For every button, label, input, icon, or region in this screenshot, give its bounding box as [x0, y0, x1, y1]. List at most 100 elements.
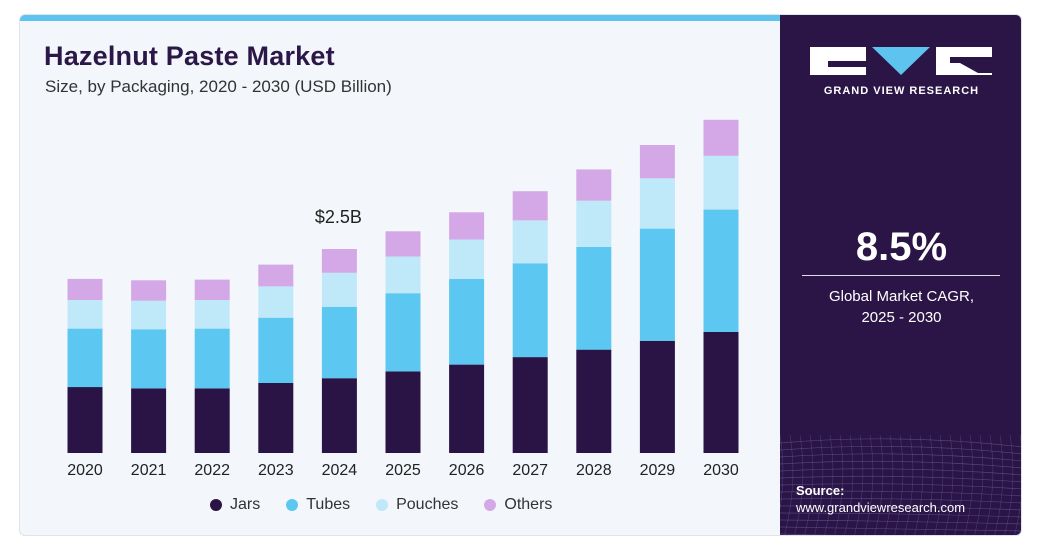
bar-segment-tubes-2030 [703, 209, 739, 332]
bar-segment-pouches-2027 [512, 220, 548, 264]
chart-subtitle: Size, by Packaging, 2020 - 2030 (USD Bil… [45, 77, 392, 96]
bar-segment-others-2023 [258, 264, 294, 287]
bar-segment-jars-2027 [512, 357, 548, 453]
bar-segment-others-2027 [512, 191, 548, 221]
source-url[interactable]: www.grandviewresearch.com [796, 500, 966, 515]
mesh-line [780, 490, 1021, 497]
bar-segment-jars-2026 [449, 364, 485, 453]
bar-segment-jars-2021 [131, 388, 167, 453]
bar-segment-others-2030 [703, 119, 739, 156]
bar-segment-pouches-2029 [639, 178, 675, 229]
bar-segment-others-2021 [131, 280, 167, 301]
mesh-line [974, 435, 984, 535]
mesh-line [794, 435, 804, 535]
mesh-line [854, 435, 864, 535]
legend-swatch [376, 499, 389, 511]
bar-segment-pouches-2028 [576, 200, 612, 247]
bar-segment-jars-2029 [639, 340, 675, 453]
cagr-label: Global Market CAGR, [828, 288, 975, 305]
bar-segment-others-2026 [449, 212, 485, 240]
bar-segment-tubes-2029 [639, 228, 675, 341]
mesh-line [780, 512, 1021, 518]
chart-legend: Jars Tubes Pouches Others [210, 496, 552, 514]
legend-item-pouches: Pouches [376, 496, 458, 514]
mesh-line [914, 435, 924, 535]
mesh-line [954, 435, 964, 535]
accent-bar [20, 15, 780, 21]
chart-panel: Hazelnut Paste Market Size, by Packaging… [20, 15, 780, 535]
bar-segment-tubes-2020 [67, 328, 103, 388]
mesh-line [780, 519, 1021, 525]
mesh-line [874, 435, 884, 535]
legend-swatch [484, 499, 497, 511]
mesh-line [780, 498, 1021, 504]
mesh-line [780, 468, 1021, 476]
data-label-annotation: $2.5B [315, 207, 362, 227]
x-tick-label: 2022 [194, 462, 230, 479]
bar-segment-pouches-2025 [385, 256, 421, 294]
mesh-line [780, 453, 1021, 462]
bar-segment-others-2025 [385, 231, 421, 257]
mesh-line [964, 435, 974, 535]
mesh-line [834, 435, 844, 535]
mesh-line [884, 435, 894, 535]
bar-segment-pouches-2026 [449, 239, 485, 279]
bar-segment-jars-2028 [576, 349, 612, 453]
bar-segment-tubes-2024 [321, 306, 357, 379]
cagr-description: Global Market CAGR, 2025 - 2030 [780, 286, 1021, 328]
bar-segment-jars-2020 [67, 387, 103, 453]
brand-name: GRAND VIEW RESEARCH [823, 85, 980, 97]
bar-segment-others-2028 [576, 169, 612, 201]
mesh-line [780, 505, 1021, 511]
mesh-line [944, 435, 954, 535]
bar-segment-jars-2024 [321, 378, 357, 453]
bar-segment-tubes-2027 [512, 263, 548, 358]
mesh-line [780, 533, 840, 535]
source-block: Source: www.grandviewresearch.com [796, 482, 965, 516]
bar-segment-tubes-2028 [576, 247, 612, 350]
x-tick-label: 2025 [385, 462, 421, 479]
bar-segment-pouches-2023 [258, 286, 294, 318]
mesh-line [1014, 435, 1021, 535]
mesh-line [984, 435, 994, 535]
mesh-line [894, 435, 904, 535]
legend-label: Others [504, 496, 553, 513]
bar-segment-others-2024 [321, 249, 357, 273]
source-label: Source: [796, 483, 845, 498]
mesh-line [780, 483, 1021, 490]
bar-segment-tubes-2021 [131, 329, 167, 389]
mesh-line [780, 445, 1021, 455]
mesh-line [780, 460, 1021, 469]
legend-item-tubes: Tubes [286, 496, 350, 514]
grand-view-research-logo [810, 47, 992, 75]
stacked-bar-chart: 2020 2021 2022 2023 2024 $2.5B 2025 2026 2027 202… [67, 119, 739, 479]
mesh-line [904, 435, 914, 535]
x-tick-label: 2023 [258, 462, 294, 479]
legend-item-others: Others [484, 496, 552, 514]
divider [802, 275, 1000, 276]
legend-label: Pouches [396, 496, 459, 513]
mesh-line [1004, 435, 1014, 535]
mesh-line [934, 435, 944, 535]
legend-swatch [210, 499, 222, 511]
legend-item-jars: Jars [210, 496, 260, 514]
bar-segment-pouches-2022 [194, 300, 230, 329]
bar-segment-others-2020 [67, 278, 103, 300]
cagr-value: 8.5% [855, 225, 948, 269]
x-tick-label: 2026 [449, 462, 485, 479]
bar-segment-jars-2022 [194, 388, 230, 453]
legend-label: Jars [230, 496, 261, 513]
legend-label: Tubes [306, 496, 351, 513]
mesh-line [994, 435, 1004, 535]
bar-segment-tubes-2026 [449, 278, 485, 365]
chart-card: Hazelnut Paste Market Size, by Packaging… [19, 14, 1022, 536]
mesh-line [804, 435, 814, 535]
bar-segment-pouches-2030 [703, 155, 739, 210]
mesh-line [780, 438, 1021, 448]
mesh-line [864, 435, 874, 535]
x-tick-label: 2030 [703, 462, 739, 479]
mesh-line [780, 435, 784, 511]
bar-segment-others-2022 [194, 279, 230, 300]
bar-segment-pouches-2024 [321, 272, 357, 307]
x-tick-label: 2027 [512, 462, 548, 479]
